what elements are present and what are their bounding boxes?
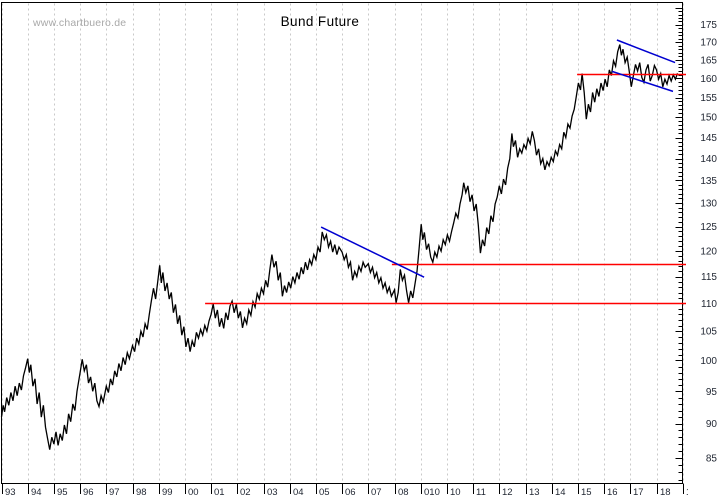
svg-text:16: 16: [607, 487, 618, 498]
svg-text:135: 135: [700, 176, 717, 187]
watermark: www.chartbuero.de: [33, 17, 127, 29]
svg-text:12: 12: [502, 487, 513, 498]
svg-text:94: 94: [31, 487, 42, 498]
svg-text:175: 175: [700, 20, 717, 31]
svg-text:04: 04: [293, 487, 304, 498]
svg-text:10: 10: [450, 487, 461, 498]
svg-text:010: 010: [424, 487, 440, 498]
svg-text:07: 07: [371, 487, 382, 498]
svg-text:140: 140: [700, 154, 717, 165]
svg-text:150: 150: [700, 113, 717, 124]
svg-text:02: 02: [240, 487, 251, 498]
svg-text:17: 17: [633, 487, 644, 498]
svg-text:15: 15: [581, 487, 592, 498]
trend-line: [611, 70, 674, 93]
svg-text:03: 03: [267, 487, 278, 498]
y-axis-labels: 85 90 95 100 105 110 115 120 125 130 135 140 145 150 1…: [700, 20, 717, 464]
svg-text:115: 115: [701, 272, 717, 283]
svg-text:05: 05: [319, 487, 330, 498]
svg-text:130: 130: [700, 199, 717, 210]
chart-title: Bund Future: [280, 14, 360, 29]
svg-text:160: 160: [700, 74, 717, 85]
svg-text:95: 95: [57, 487, 68, 498]
svg-text:18: 18: [660, 487, 671, 498]
svg-text:00: 00: [188, 487, 199, 498]
svg-text:155: 155: [700, 93, 717, 104]
svg-text:170: 170: [700, 38, 717, 49]
svg-text:105: 105: [700, 327, 717, 338]
svg-text:01: 01: [214, 487, 225, 498]
svg-text:11: 11: [476, 487, 486, 498]
svg-text:98: 98: [136, 487, 147, 498]
svg-text:08: 08: [398, 487, 409, 498]
svg-text:93: 93: [5, 487, 16, 498]
svg-text:13: 13: [529, 487, 540, 498]
price-line: [0, 44, 679, 450]
svg-text:85: 85: [706, 454, 718, 465]
svg-text:96: 96: [83, 487, 94, 498]
trend-line: [616, 39, 676, 64]
x-axis-ticks: [2, 483, 684, 494]
svg-text:120: 120: [700, 247, 717, 258]
svg-text:97: 97: [109, 487, 120, 498]
svg-text:14: 14: [555, 487, 566, 498]
trend-line: [320, 226, 425, 278]
svg-text:110: 110: [701, 299, 717, 310]
svg-text:100: 100: [700, 356, 717, 367]
svg-text:99: 99: [162, 487, 173, 498]
svg-text:90: 90: [706, 419, 718, 430]
svg-text:95: 95: [706, 387, 718, 398]
svg-text:06: 06: [345, 487, 356, 498]
svg-text:125: 125: [700, 222, 717, 233]
svg-text:19: 19: [686, 487, 697, 498]
svg-text:165: 165: [700, 56, 717, 67]
svg-text:145: 145: [700, 133, 717, 144]
x-axis-labels: 93 94 95 96 97 98 99 00 01 02 03 04 05 06 07 08 010 10 11 1…: [5, 487, 697, 498]
y-axis-ticks: [675, 8, 683, 481]
